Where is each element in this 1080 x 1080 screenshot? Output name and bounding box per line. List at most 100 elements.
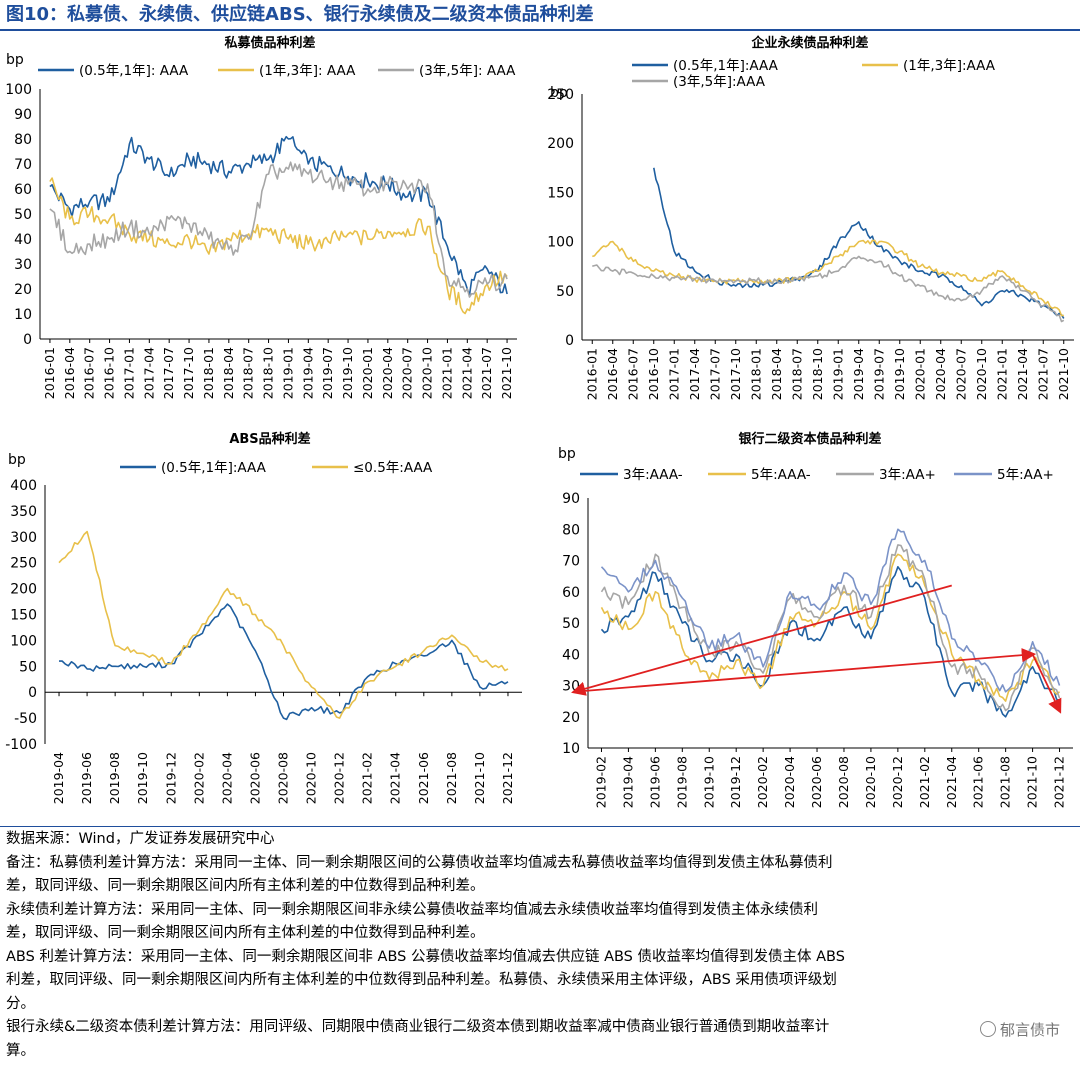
note-line: 备注：私募债利差计算方法：采用同一主体、同一剩余期限区间的公募债收益率均值减去私… xyxy=(6,854,833,871)
x-tick-label: 2021-06 xyxy=(971,756,986,808)
series-line xyxy=(49,135,508,296)
x-tick-label: 2021-02 xyxy=(360,752,375,804)
x-tick-label: 2020-07 xyxy=(400,347,415,399)
x-tick-label: 2021-04 xyxy=(944,756,959,808)
x-tick-label: 2020-10 xyxy=(974,348,989,400)
series-3 xyxy=(600,528,1061,693)
legend-label: (0.5年,1年]:AAA xyxy=(673,58,779,74)
y-tick-label: 80 xyxy=(562,522,580,538)
x-tick-label: 2021-12 xyxy=(500,752,515,804)
x-tick-label: 2019-04 xyxy=(300,347,315,399)
x-tick-label: 2019-04 xyxy=(851,348,866,400)
series-1 xyxy=(49,177,508,315)
series-0 xyxy=(653,167,1065,319)
x-tick-label: 2020-08 xyxy=(836,756,851,808)
y-tick-label: 70 xyxy=(562,554,580,570)
x-tick-label: 2019-10 xyxy=(892,348,907,400)
y-tick-label: 50 xyxy=(14,207,32,223)
x-tick-label: 2019-12 xyxy=(163,752,178,804)
y-tick-label: 150 xyxy=(10,608,37,624)
legend-label: (1年,3年]:AAA xyxy=(903,58,996,74)
x-tick-label: 2021-07 xyxy=(1035,348,1050,400)
note-line: 分。 xyxy=(6,995,35,1012)
x-tick-label: 2019-04 xyxy=(620,756,635,808)
x-tick-label: 2019-06 xyxy=(647,756,662,808)
x-tick-label: 2020-07 xyxy=(953,348,968,400)
trend-arrow xyxy=(574,647,1037,693)
y-unit-label: bp xyxy=(558,446,576,462)
x-tick-label: 2020-10 xyxy=(863,756,878,808)
wechat-icon xyxy=(979,1021,996,1037)
x-tick-label: 2016-10 xyxy=(646,348,661,400)
chart-title: 银行二级资本债品种利差 xyxy=(738,431,881,447)
y-tick-label: 50 xyxy=(556,284,574,300)
x-tick-label: 2018-10 xyxy=(261,347,276,399)
x-tick-label: 2020-12 xyxy=(890,756,905,808)
y-tick-label: 200 xyxy=(10,582,37,598)
notes-block: 数据来源：Wind，广发证券发展研究中心 备注：私募债利差计算方法：采用同一主体… xyxy=(6,828,1074,1063)
series-1 xyxy=(58,530,509,719)
x-tick-label: 2016-07 xyxy=(82,347,97,399)
series-1 xyxy=(600,553,1060,702)
x-tick-label: 2018-07 xyxy=(241,347,256,399)
y-tick-label: 250 xyxy=(547,87,574,103)
note-line: 差，取同评级、同一剩余期限区间内所有主体利差的中位数得到品种利差。 xyxy=(6,925,485,941)
x-tick-label: 2020-08 xyxy=(276,752,291,804)
note-line: 银行永续&二级资本债利差计算方法：用同评级、同期限中债商业银行二级资本债到期收益… xyxy=(6,1019,830,1035)
y-tick-label: 100 xyxy=(5,82,32,98)
trend-arrow xyxy=(571,584,952,696)
legend-label: ≤0.5年:AAA xyxy=(353,460,433,476)
x-tick-label: 2019-07 xyxy=(320,347,335,399)
x-tick-label: 2018-01 xyxy=(748,348,763,400)
series-line xyxy=(49,177,508,315)
source-divider xyxy=(0,826,1080,827)
y-tick-label: 50 xyxy=(562,616,580,632)
x-tick-label: 2021-10 xyxy=(499,347,514,399)
y-tick-label: 90 xyxy=(14,107,32,123)
legend-label: (0.5年,1年]:AAA xyxy=(161,460,267,476)
x-tick-label: 2019-01 xyxy=(830,348,845,400)
chart-title: ABS品种利差 xyxy=(229,431,310,447)
note-line: 利差，取同评级、同一剩余期限区间内所有主体利差的中位数得到品种利差。私募债、永续… xyxy=(6,972,837,988)
y-unit-label: bp xyxy=(8,452,26,468)
y-tick-label: 100 xyxy=(10,633,37,649)
x-tick-label: 2020-01 xyxy=(360,347,375,399)
x-tick-label: 2017-10 xyxy=(181,347,196,399)
panel-abs: ABS品种利差 bp -100 -50 0 50 100 150 200 250 300 350 400… xyxy=(0,428,540,826)
legend-label: 5年:AA+ xyxy=(997,467,1054,483)
x-tick-label: 2021-12 xyxy=(1052,756,1067,808)
legend-label: 5年:AAA- xyxy=(751,467,811,483)
x-tick-label: 2020-06 xyxy=(809,756,824,808)
y-tick-label: 200 xyxy=(547,136,574,152)
x-tick-label: 2021-01 xyxy=(439,347,454,399)
y-tick-label: 0 xyxy=(28,685,37,701)
x-tick-label: 2020-04 xyxy=(219,752,234,804)
x-tick-label: 2021-10 xyxy=(1056,348,1071,400)
y-tick-label: -100 xyxy=(5,737,37,753)
chart-private-placement: 私募债品种利差 bp 0 10 20 30 40 50 60 70 80 90 100 2016-01 20… xyxy=(5,35,517,399)
x-tick-label: 2021-04 xyxy=(388,752,403,804)
legend-label: 3年:AAA- xyxy=(623,467,683,483)
series-line xyxy=(49,161,508,298)
y-tick-label: 150 xyxy=(547,185,574,201)
legend-label: (3年,5年]:AAA xyxy=(673,74,766,90)
x-tick-label: 2021-08 xyxy=(998,756,1013,808)
y-tick-label: -50 xyxy=(14,711,37,727)
series-line xyxy=(592,239,1064,317)
y-tick-label: 30 xyxy=(14,257,32,273)
x-tick-label: 2018-10 xyxy=(810,348,825,400)
x-tick-label: 2017-04 xyxy=(141,347,156,399)
x-tick-label: 2019-08 xyxy=(107,752,122,804)
watermark-text: 郁言债市 xyxy=(999,1021,1060,1039)
x-tick-label: 2018-01 xyxy=(201,347,216,399)
y-tick-label: 10 xyxy=(14,307,32,323)
x-tick-label: 2020-01 xyxy=(912,348,927,400)
x-tick-label: 2021-02 xyxy=(917,756,932,808)
x-tick-label: 2018-04 xyxy=(769,348,784,400)
y-tick-label: 50 xyxy=(19,659,37,675)
x-tick-label: 2018-04 xyxy=(221,347,236,399)
series-line xyxy=(600,544,1061,712)
series-2 xyxy=(592,255,1065,323)
x-tick-label: 2020-10 xyxy=(420,347,435,399)
